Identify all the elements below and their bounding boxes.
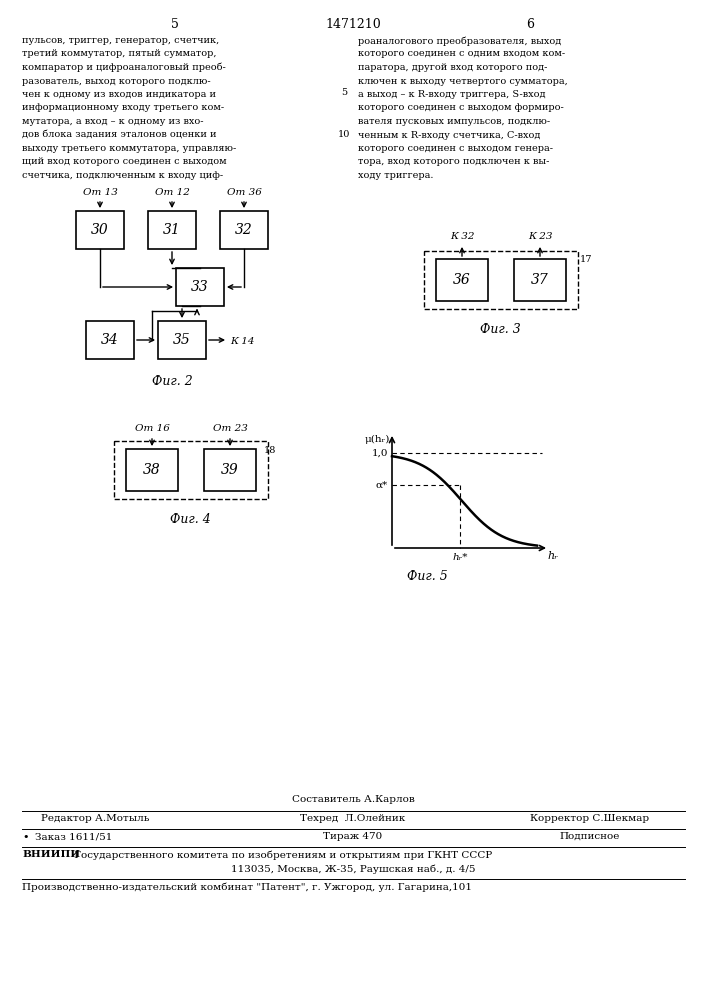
Text: Фиг. 3: Фиг. 3 <box>479 323 520 336</box>
Text: роаналогового преобразователя, выход: роаналогового преобразователя, выход <box>358 36 561 45</box>
Bar <box>220 211 268 249</box>
Text: К 14: К 14 <box>230 336 255 346</box>
Text: α*: α* <box>376 481 388 489</box>
Text: Тираж 470: Тираж 470 <box>323 832 382 841</box>
Text: пульсов, триггер, генератор, счетчик,: пульсов, триггер, генератор, счетчик, <box>22 36 219 45</box>
Text: которого соединен с одним входом ком-: которого соединен с одним входом ком- <box>358 49 565 58</box>
Text: К 23: К 23 <box>527 232 552 241</box>
Text: выходу третьего коммутатора, управляю-: выходу третьего коммутатора, управляю- <box>22 144 236 153</box>
Bar <box>158 321 206 359</box>
Text: ключен к выходу четвертого сумматора,: ключен к выходу четвертого сумматора, <box>358 77 568 86</box>
Text: 10: 10 <box>338 130 350 139</box>
Text: 31: 31 <box>163 223 181 237</box>
Text: hᵣ*: hᵣ* <box>452 553 468 562</box>
Text: 18: 18 <box>264 446 276 455</box>
Text: 30: 30 <box>91 223 109 237</box>
Text: 1471210: 1471210 <box>325 18 381 31</box>
Text: щий вход которого соединен с выходом: щий вход которого соединен с выходом <box>22 157 227 166</box>
Text: hᵣ: hᵣ <box>547 551 559 561</box>
Text: 113035, Москва, Ж-35, Раушская наб., д. 4/5: 113035, Москва, Ж-35, Раушская наб., д. … <box>230 864 475 874</box>
Bar <box>424 251 578 309</box>
Text: которого соединен с выходом генера-: которого соединен с выходом генера- <box>358 144 553 153</box>
Text: Составитель А.Карлов: Составитель А.Карлов <box>291 795 414 804</box>
Text: информационному входу третьего ком-: информационному входу третьего ком- <box>22 104 224 112</box>
Bar <box>86 321 134 359</box>
Text: 6: 6 <box>526 18 534 31</box>
Text: Заказ 1611/51: Заказ 1611/51 <box>35 832 112 841</box>
Text: 38: 38 <box>143 463 161 477</box>
Bar <box>148 211 196 249</box>
Text: μ(hᵣ): μ(hᵣ) <box>365 435 390 444</box>
Text: От 12: От 12 <box>155 188 189 197</box>
Text: 32: 32 <box>235 223 253 237</box>
Text: паратора, другой вход которого под-: паратора, другой вход которого под- <box>358 63 547 72</box>
Text: чен к одному из входов индикатора и: чен к одному из входов индикатора и <box>22 90 216 99</box>
Text: От 13: От 13 <box>83 188 117 197</box>
Text: •: • <box>22 832 28 842</box>
Text: Производственно-издательский комбинат "Патент", г. Ужгород, ул. Гагарина,101: Производственно-издательский комбинат "П… <box>22 882 472 892</box>
Bar <box>204 449 256 491</box>
Text: тора, вход которого подключен к вы-: тора, вход которого подключен к вы- <box>358 157 549 166</box>
Text: третий коммутатор, пятый сумматор,: третий коммутатор, пятый сумматор, <box>22 49 216 58</box>
Text: 35: 35 <box>173 333 191 347</box>
Text: От 23: От 23 <box>213 424 247 433</box>
Text: Редактор А.Мотыль: Редактор А.Мотыль <box>41 814 149 823</box>
Text: вателя пусковых импульсов, подклю-: вателя пусковых импульсов, подклю- <box>358 117 550 126</box>
Text: 1,0: 1,0 <box>371 448 388 458</box>
Text: Фиг. 4: Фиг. 4 <box>170 513 211 526</box>
Text: 5: 5 <box>171 18 179 31</box>
Text: Фиг. 5: Фиг. 5 <box>407 570 448 583</box>
Text: Фиг. 2: Фиг. 2 <box>151 375 192 388</box>
Text: ходу триггера.: ходу триггера. <box>358 171 433 180</box>
Text: компаратор и цифроаналоговый преоб-: компаратор и цифроаналоговый преоб- <box>22 63 226 73</box>
Text: 33: 33 <box>191 280 209 294</box>
Text: 17: 17 <box>580 255 592 264</box>
Text: Корректор С.Шекмар: Корректор С.Шекмар <box>530 814 650 823</box>
Text: счетчика, подключенным к входу циф-: счетчика, подключенным к входу циф- <box>22 171 223 180</box>
Text: 37: 37 <box>531 273 549 287</box>
Text: От 36: От 36 <box>226 188 262 197</box>
Text: 39: 39 <box>221 463 239 477</box>
Bar <box>114 441 268 499</box>
Text: Техред  Л.Олейник: Техред Л.Олейник <box>300 814 406 823</box>
Bar <box>436 259 488 301</box>
Text: ченным к R-входу счетчика, С-вход: ченным к R-входу счетчика, С-вход <box>358 130 540 139</box>
Text: К 32: К 32 <box>450 232 474 241</box>
Text: От 16: От 16 <box>134 424 170 433</box>
Bar <box>126 449 178 491</box>
Text: Государственного комитета по изобретениям и открытиям при ГКНТ СССР: Государственного комитета по изобретения… <box>71 850 492 859</box>
Text: которого соединен с выходом формиро-: которого соединен с выходом формиро- <box>358 104 563 112</box>
Text: разователь, выход которого подклю-: разователь, выход которого подклю- <box>22 77 211 86</box>
Text: 36: 36 <box>453 273 471 287</box>
Text: дов блока задания эталонов оценки и: дов блока задания эталонов оценки и <box>22 130 216 139</box>
Text: 34: 34 <box>101 333 119 347</box>
Bar <box>514 259 566 301</box>
Text: а выход – к R-входу триггера, S-вход: а выход – к R-входу триггера, S-вход <box>358 90 546 99</box>
Bar <box>176 268 224 306</box>
Text: ВНИИПИ: ВНИИПИ <box>22 850 80 859</box>
Bar <box>76 211 124 249</box>
Text: 5: 5 <box>341 88 347 97</box>
Text: Подписное: Подписное <box>560 832 620 841</box>
Text: мутатора, а вход – к одному из вхо-: мутатора, а вход – к одному из вхо- <box>22 117 204 126</box>
